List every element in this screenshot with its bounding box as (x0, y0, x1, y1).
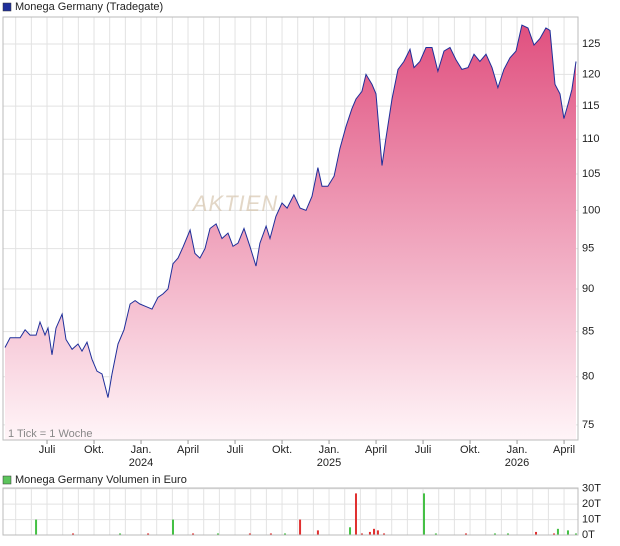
y-tick-label: 100 (582, 204, 600, 216)
y-tick-label: 80 (582, 371, 594, 383)
volume-bar (72, 533, 75, 535)
volume-bar (269, 533, 272, 535)
price-line (4, 24, 577, 398)
watermark: AKTIEN (191, 191, 278, 216)
volume-bar (535, 531, 538, 535)
volume-bar (284, 533, 287, 535)
volume-bar (299, 519, 302, 535)
x-tick-label: Juli (415, 444, 432, 456)
volume-bar (248, 533, 251, 535)
volume-bar (464, 533, 467, 535)
y-tick-label: 30T (582, 483, 601, 495)
volume-bar (574, 533, 577, 535)
volume-bar (35, 519, 38, 535)
x-tick-label: April (177, 444, 199, 456)
volume-bar (506, 533, 509, 535)
legend-swatch (2, 2, 12, 12)
legend-label: Monega Germany Volumen in Euro (15, 474, 187, 486)
y-tick-label: 125 (582, 38, 600, 50)
y-tick-label: 20T (582, 498, 601, 510)
y-tick-label: 85 (582, 325, 594, 337)
x-tick-label: Okt. (84, 444, 104, 456)
x-year-label: 2024 (129, 457, 153, 469)
volume-bar (171, 519, 174, 535)
y-tick-label: 10T (582, 513, 601, 525)
volume-bar (422, 493, 425, 535)
x-tick-label: Juli (227, 444, 244, 456)
volume-bar (434, 533, 437, 535)
volume-bar (360, 533, 363, 535)
y-tick-label: 115 (582, 100, 600, 112)
volume-bar (566, 530, 569, 535)
x-tick-label: Okt. (460, 444, 480, 456)
y-tick-label: 0T (582, 529, 595, 541)
volume-bar (216, 533, 219, 535)
x-tick-label: Jan. (319, 444, 340, 456)
plot-border (2, 16, 579, 441)
x-tick-label: Jan. (131, 444, 152, 456)
area (5, 25, 576, 440)
volume-bar (354, 493, 357, 535)
volume-bar (493, 533, 496, 535)
x-tick-label: Jan. (507, 444, 528, 456)
y-tick-label: 75 (582, 419, 594, 431)
x-year-label: 2026 (505, 457, 529, 469)
x-tick-label: Okt. (272, 444, 292, 456)
legend-label: Monega Germany (Tradegate) (15, 1, 163, 13)
plot-background (3, 488, 578, 535)
volume-bar (383, 533, 386, 535)
volume-bar (316, 530, 319, 535)
volume-bar (349, 527, 352, 535)
volume-bar (147, 533, 150, 535)
x-tick-label: Juli (39, 444, 56, 456)
plot-border (2, 487, 579, 536)
y-tick-label: 120 (582, 68, 600, 80)
volume-bar (553, 533, 556, 535)
volume-bar (376, 530, 379, 535)
x-tick-label: April (365, 444, 387, 456)
y-tick-label: 95 (582, 243, 594, 255)
volume-bar (192, 533, 195, 535)
legend-swatch (2, 475, 12, 485)
y-tick-label: 90 (582, 283, 594, 295)
y-tick-label: 110 (582, 133, 600, 145)
x-tick-label: April (553, 444, 575, 456)
volume-bar (368, 531, 371, 535)
volume-bar (119, 533, 122, 535)
x-year-label: 2025 (317, 457, 341, 469)
note: 1 Tick = 1 Woche (8, 428, 92, 440)
y-tick-label: 105 (582, 168, 600, 180)
volume-bar (556, 528, 559, 535)
volume-bar (373, 528, 376, 535)
